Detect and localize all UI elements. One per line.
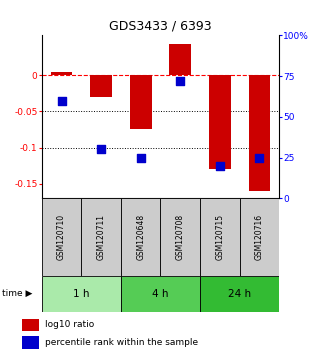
FancyBboxPatch shape bbox=[42, 198, 81, 276]
Bar bbox=[51, 72, 73, 75]
Text: 4 h: 4 h bbox=[152, 289, 169, 299]
FancyBboxPatch shape bbox=[121, 276, 200, 312]
Bar bbox=[22, 319, 39, 331]
Bar bbox=[22, 336, 39, 349]
Text: 24 h: 24 h bbox=[228, 289, 251, 299]
FancyBboxPatch shape bbox=[200, 276, 279, 312]
Point bbox=[178, 78, 183, 84]
Point bbox=[99, 147, 104, 152]
Text: log10 ratio: log10 ratio bbox=[45, 320, 94, 330]
Point bbox=[59, 98, 64, 103]
FancyBboxPatch shape bbox=[121, 198, 160, 276]
FancyBboxPatch shape bbox=[160, 198, 200, 276]
Text: percentile rank within the sample: percentile rank within the sample bbox=[45, 338, 198, 347]
FancyBboxPatch shape bbox=[200, 198, 240, 276]
Bar bbox=[90, 75, 112, 97]
Text: GSM120708: GSM120708 bbox=[176, 214, 185, 260]
Point bbox=[217, 163, 222, 169]
FancyBboxPatch shape bbox=[81, 198, 121, 276]
Text: GSM120711: GSM120711 bbox=[97, 214, 106, 260]
Bar bbox=[209, 75, 231, 169]
Point bbox=[138, 155, 143, 160]
Text: GSM120710: GSM120710 bbox=[57, 214, 66, 260]
Text: GSM120648: GSM120648 bbox=[136, 214, 145, 260]
Text: 1 h: 1 h bbox=[73, 289, 90, 299]
Title: GDS3433 / 6393: GDS3433 / 6393 bbox=[109, 20, 212, 33]
FancyBboxPatch shape bbox=[240, 198, 279, 276]
Text: GSM120715: GSM120715 bbox=[215, 214, 224, 260]
Point bbox=[257, 155, 262, 160]
Text: GSM120716: GSM120716 bbox=[255, 214, 264, 260]
Bar bbox=[248, 75, 270, 191]
Bar bbox=[169, 44, 191, 75]
Bar bbox=[130, 75, 152, 130]
Text: time ▶: time ▶ bbox=[2, 289, 32, 298]
FancyBboxPatch shape bbox=[42, 276, 121, 312]
